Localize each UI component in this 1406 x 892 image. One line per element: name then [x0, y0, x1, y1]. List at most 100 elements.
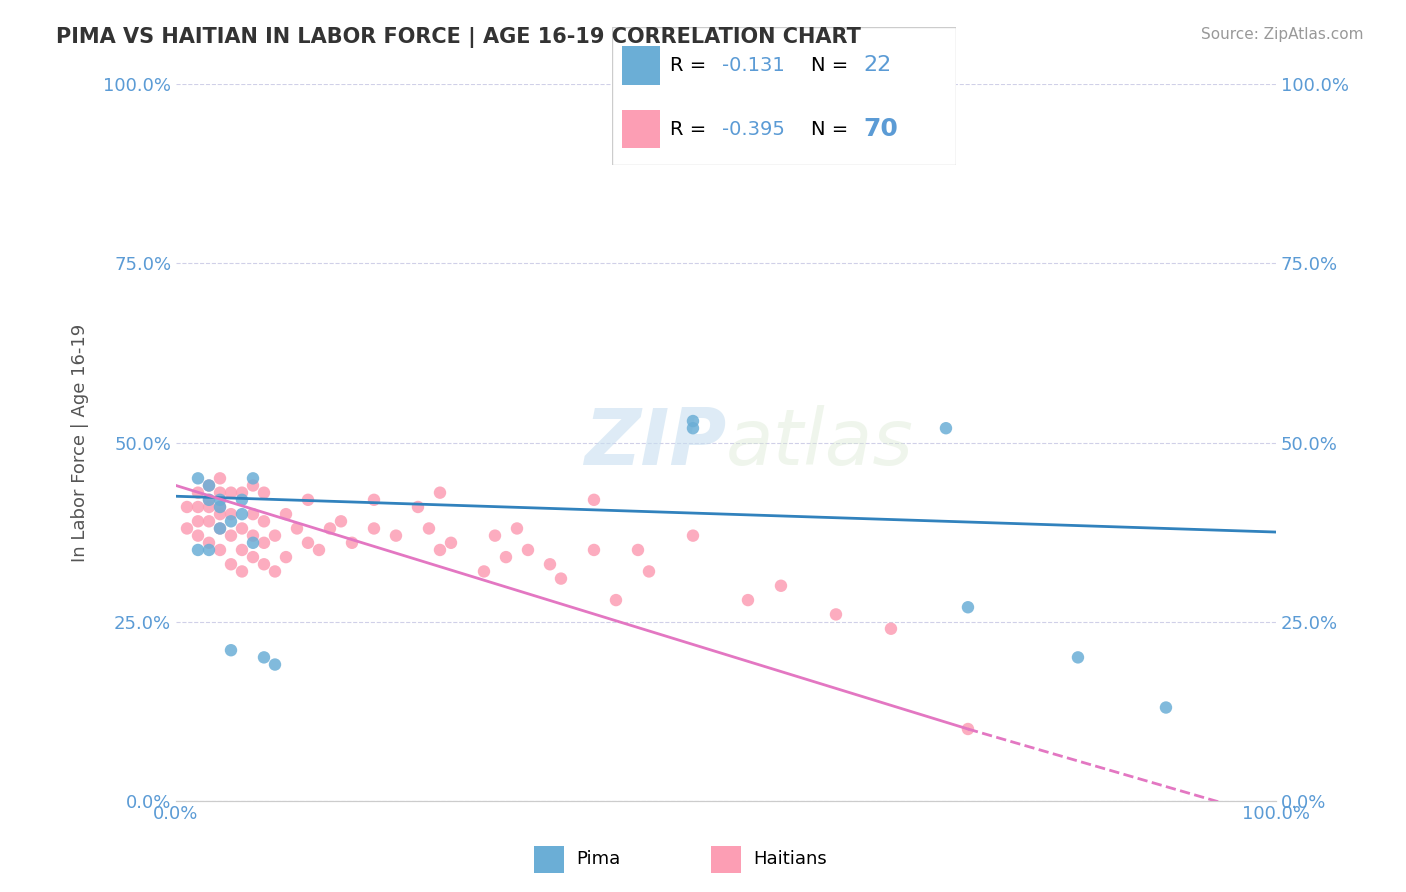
Point — [682, 528, 704, 542]
Point — [418, 521, 440, 535]
Point — [187, 471, 209, 485]
Point — [253, 536, 276, 550]
Point — [208, 507, 231, 521]
Point — [582, 543, 605, 558]
Point — [198, 536, 221, 550]
Point — [605, 593, 627, 607]
Point — [506, 521, 529, 535]
Point — [208, 471, 231, 485]
Point — [187, 528, 209, 542]
Text: Source: ZipAtlas.com: Source: ZipAtlas.com — [1201, 27, 1364, 42]
Point — [264, 528, 287, 542]
Text: N =: N = — [811, 120, 855, 138]
Bar — [534, 847, 564, 873]
Point — [208, 543, 231, 558]
Text: PIMA VS HAITIAN IN LABOR FORCE | AGE 16-19 CORRELATION CHART: PIMA VS HAITIAN IN LABOR FORCE | AGE 16-… — [56, 27, 860, 48]
Point — [253, 558, 276, 572]
Point — [285, 521, 308, 535]
FancyBboxPatch shape — [612, 27, 956, 165]
Point — [219, 507, 242, 521]
Point — [264, 657, 287, 672]
Point — [208, 500, 231, 514]
Point — [219, 514, 242, 528]
Point — [297, 536, 319, 550]
Text: Pima: Pima — [576, 849, 620, 868]
Point — [198, 514, 221, 528]
Point — [208, 500, 231, 514]
Text: 22: 22 — [863, 55, 891, 76]
Point — [406, 500, 429, 514]
Point — [187, 485, 209, 500]
Point — [935, 421, 957, 435]
Bar — [711, 847, 741, 873]
Point — [550, 572, 572, 586]
Y-axis label: In Labor Force | Age 16-19: In Labor Force | Age 16-19 — [72, 324, 89, 562]
Point — [363, 492, 385, 507]
Point — [517, 543, 540, 558]
Point — [198, 543, 221, 558]
Point — [880, 622, 903, 636]
Point — [219, 528, 242, 542]
Point — [242, 471, 264, 485]
Point — [253, 485, 276, 500]
Point — [308, 543, 330, 558]
Point — [440, 536, 463, 550]
Text: ZIP: ZIP — [583, 405, 725, 481]
Point — [297, 492, 319, 507]
Bar — [621, 110, 659, 148]
Point — [429, 485, 451, 500]
Point — [1154, 700, 1177, 714]
Point — [208, 492, 231, 507]
Point — [198, 492, 221, 507]
Point — [242, 478, 264, 492]
Point — [242, 536, 264, 550]
Point — [242, 507, 264, 521]
Bar — [621, 46, 659, 85]
Point — [627, 543, 650, 558]
Point — [231, 521, 253, 535]
Point — [956, 600, 979, 615]
Point — [187, 543, 209, 558]
Point — [198, 478, 221, 492]
Text: Haitians: Haitians — [754, 849, 827, 868]
Point — [737, 593, 759, 607]
Point — [198, 492, 221, 507]
Point — [582, 492, 605, 507]
Point — [385, 528, 408, 542]
Point — [176, 500, 198, 514]
Point — [231, 543, 253, 558]
Point — [495, 550, 517, 565]
Point — [472, 565, 495, 579]
Point — [363, 521, 385, 535]
Point — [429, 543, 451, 558]
Text: atlas: atlas — [725, 405, 914, 481]
Point — [176, 521, 198, 535]
Point — [484, 528, 506, 542]
Point — [198, 500, 221, 514]
Point — [264, 565, 287, 579]
Point — [231, 492, 253, 507]
Point — [242, 550, 264, 565]
Text: R =: R = — [671, 120, 713, 138]
Point — [253, 514, 276, 528]
Point — [1067, 650, 1090, 665]
Point — [219, 643, 242, 657]
Point — [187, 500, 209, 514]
Point — [274, 550, 297, 565]
Point — [319, 521, 342, 535]
Point — [956, 722, 979, 736]
Point — [219, 485, 242, 500]
Point — [253, 650, 276, 665]
Point — [231, 485, 253, 500]
Point — [208, 521, 231, 535]
Point — [231, 507, 253, 521]
Text: -0.131: -0.131 — [721, 56, 785, 75]
Point — [274, 507, 297, 521]
Point — [682, 421, 704, 435]
Point — [208, 521, 231, 535]
Point — [340, 536, 363, 550]
Point — [638, 565, 661, 579]
Text: -0.395: -0.395 — [721, 120, 785, 138]
Text: R =: R = — [671, 56, 713, 75]
Point — [198, 478, 221, 492]
